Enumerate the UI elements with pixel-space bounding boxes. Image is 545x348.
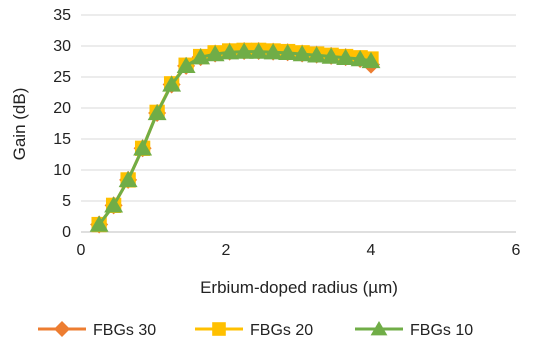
data-point xyxy=(234,42,254,59)
data-point xyxy=(54,321,70,337)
data-point xyxy=(176,56,196,74)
series-line xyxy=(97,50,372,226)
y-tick-label: 0 xyxy=(62,224,71,241)
legend-label: FBGs 20 xyxy=(250,322,313,339)
data-point xyxy=(361,51,381,69)
y-tick-label: 10 xyxy=(53,162,71,179)
data-point xyxy=(133,139,153,156)
series-fbgs-30 xyxy=(90,41,380,234)
data-point xyxy=(350,50,370,67)
data-point xyxy=(212,322,226,336)
gridlines xyxy=(81,14,516,202)
legend-label: FBGs 30 xyxy=(93,322,156,339)
series-fbgs-20 xyxy=(91,42,379,233)
data-point xyxy=(278,43,298,61)
x-tick-label: 0 xyxy=(77,242,86,259)
data-point xyxy=(162,75,182,92)
x-tick-label: 6 xyxy=(512,242,521,259)
y-tick-label: 20 xyxy=(53,100,71,117)
data-point xyxy=(292,45,312,62)
y-tick-label: 25 xyxy=(53,69,71,86)
data-point xyxy=(220,43,240,60)
data-point xyxy=(205,45,225,62)
y-tick-label: 35 xyxy=(53,7,71,24)
data-point xyxy=(118,170,138,188)
data-point xyxy=(249,42,269,59)
legend-item: FBGs 20 xyxy=(195,322,313,339)
y-tick-label: 5 xyxy=(62,193,71,210)
legend-item: FBGs 10 xyxy=(355,321,473,339)
x-tick-label: 4 xyxy=(367,242,376,259)
y-axis-title: Gain (dB) xyxy=(10,88,29,161)
data-point xyxy=(370,321,388,336)
axes: 0 5 10 15 20 25 30 35 0 2 4 6 xyxy=(53,7,520,259)
y-tick-label: 30 xyxy=(53,38,71,55)
data-point xyxy=(336,48,356,65)
legend-label: FBGs 10 xyxy=(410,322,473,339)
series-fbgs-10 xyxy=(89,42,381,232)
y-tick-label: 15 xyxy=(53,131,71,148)
data-point xyxy=(104,196,124,213)
legend-item: FBGs 30 xyxy=(38,321,156,339)
series xyxy=(89,41,381,234)
data-point xyxy=(191,48,211,65)
x-tick-label: 2 xyxy=(222,242,231,259)
legend: FBGs 30 FBGs 20 FBGs 10 xyxy=(38,321,473,339)
series-line xyxy=(97,48,372,226)
data-point xyxy=(263,43,283,60)
x-axis-title: Erbium-doped radius (µm) xyxy=(200,278,398,297)
data-point xyxy=(321,47,341,64)
data-point xyxy=(89,215,109,232)
data-point xyxy=(307,46,327,63)
data-point xyxy=(147,103,167,121)
